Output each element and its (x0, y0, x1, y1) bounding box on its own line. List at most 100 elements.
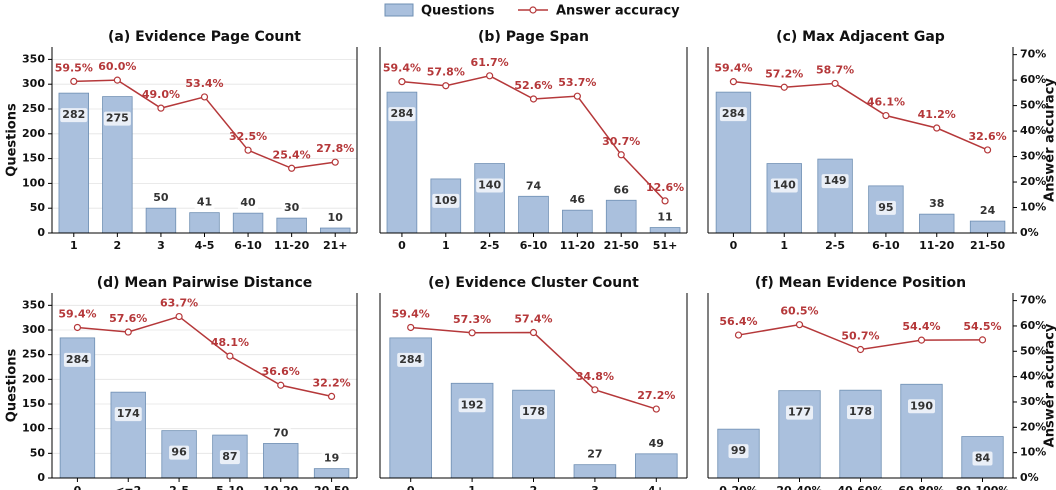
bar-label: 11 (657, 211, 672, 224)
accuracy-label: 58.7% (816, 63, 854, 76)
accuracy-marker (617, 151, 625, 159)
bar-label: 95 (878, 201, 893, 214)
accuracy-marker (856, 345, 865, 354)
accuracy-marker (157, 104, 165, 112)
accuracy-marker (398, 78, 406, 86)
label-box (476, 178, 504, 193)
y2-tick-label: 50% (1020, 99, 1046, 112)
bar-label: 177 (788, 406, 811, 419)
accuracy-label: 54.4% (902, 320, 940, 333)
y2-tick-label: 70% (1020, 48, 1046, 61)
x-tick-label: 21-50 (604, 239, 640, 252)
label-box (150, 191, 171, 206)
bar-label: 46 (570, 193, 586, 206)
label-box (728, 444, 749, 459)
accuracy-label: 50.7% (841, 330, 879, 343)
accuracy-label: 25.4% (273, 148, 311, 161)
accuracy-label: 36.6% (262, 365, 300, 378)
chart-title: (e) Evidence Cluster Count (428, 275, 639, 291)
label-box (60, 108, 88, 123)
x-tick-label: 4-5 (195, 239, 215, 252)
label-box (219, 450, 240, 465)
bar (573, 464, 617, 479)
accuracy-marker (978, 336, 987, 344)
accuracy-marker (573, 92, 581, 100)
accuracy-label: 60.0% (98, 60, 136, 73)
accuracy-label: 27.8% (316, 142, 354, 155)
accuracy-line (77, 315, 332, 398)
bar-label: 174 (117, 407, 140, 420)
bar (605, 199, 637, 234)
x-tick-label: 80-100% (956, 484, 1010, 490)
label-box (388, 107, 416, 122)
label-box (977, 204, 998, 219)
chart-title: (c) Max Adjacent Gap (776, 29, 945, 45)
y-axis-label: Questions (5, 103, 20, 177)
legend-marker (529, 6, 537, 14)
accuracy-marker (591, 386, 599, 394)
label-box (908, 399, 935, 414)
label-box (458, 398, 486, 413)
accuracy-marker (175, 312, 183, 321)
label-box (719, 107, 747, 122)
chart-title: (a) Evidence Page Count (108, 29, 301, 45)
accuracy-label: 59.4% (714, 62, 752, 75)
label-box (821, 174, 849, 189)
y2-tick-label: 40% (1020, 124, 1046, 137)
y-tick-label: 250 (22, 102, 45, 115)
x-tick-label: 0 (407, 484, 415, 490)
bar-label: 190 (910, 399, 933, 412)
label-box (270, 426, 291, 441)
label-box (169, 445, 190, 460)
accuracy-marker (983, 146, 992, 154)
x-tick-label: 40-60% (837, 484, 883, 490)
accuracy-label: 57.3% (453, 313, 491, 326)
label-box (926, 197, 947, 212)
label-box (584, 447, 605, 462)
bar-label: 70 (273, 426, 289, 439)
accuracy-label: 41.2% (918, 108, 956, 121)
label-box (655, 210, 676, 225)
y-tick-label: 150 (22, 397, 45, 410)
label-box (611, 183, 632, 198)
bar (110, 391, 146, 479)
bar (276, 217, 307, 234)
bar-label: 99 (731, 444, 746, 457)
y2-tick-label: 70% (1020, 294, 1046, 307)
bar-label: 38 (929, 197, 944, 210)
x-tick-label: 10-20 (263, 484, 299, 490)
x-tick-label: 0-20% (719, 484, 758, 490)
y-tick-label: 150 (22, 152, 45, 165)
accuracy-marker (200, 93, 209, 101)
accuracy-label: 56.4% (719, 315, 757, 328)
y2-tick-label: 20% (1020, 420, 1046, 433)
bar-label: 178 (849, 405, 872, 418)
y2-tick-label: 30% (1020, 150, 1046, 163)
accuracy-label: 27.2% (637, 389, 675, 402)
accuracy-marker (113, 76, 121, 84)
accuracy-marker (661, 197, 669, 205)
bar (474, 163, 505, 234)
bar-label: 30 (284, 201, 300, 214)
x-tick-label: 1 (70, 239, 78, 252)
x-tick-label: 21-50 (970, 239, 1006, 252)
accuracy-marker (831, 79, 839, 88)
accuracy-marker (729, 78, 738, 86)
accuracy-label: 30.7% (602, 135, 640, 148)
x-tick-label: 2 (114, 239, 122, 252)
label-box (63, 352, 91, 367)
y-tick-label: 50 (30, 446, 46, 459)
accuracy-label: 54.5% (963, 320, 1001, 333)
accuracy-label: 57.6% (109, 312, 147, 325)
accuracy-label: 48.1% (211, 336, 249, 349)
label-box (520, 405, 547, 420)
label-box (238, 196, 259, 211)
bar (766, 163, 802, 234)
bar (919, 213, 955, 234)
y-tick-label: 200 (22, 127, 45, 140)
y2-tick-label: 30% (1020, 395, 1046, 408)
x-tick-label: 1 (780, 239, 788, 252)
accuracy-marker (442, 82, 450, 90)
bar-label: 192 (461, 398, 484, 411)
accuracy-label: 32.5% (229, 130, 267, 143)
